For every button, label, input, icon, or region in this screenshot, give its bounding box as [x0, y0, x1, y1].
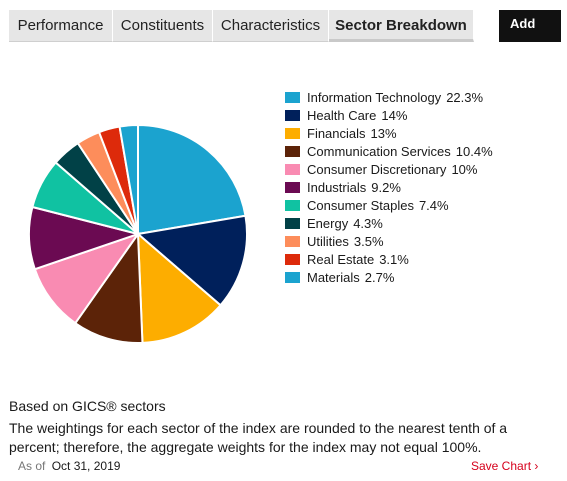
legend-label: Industrials [307, 179, 367, 195]
legend-value: 3.5% [353, 233, 384, 249]
legend-item-health-care[interactable]: Health Care 14% [285, 106, 493, 124]
legend-swatch [285, 127, 300, 139]
legend-value: 10.4% [455, 143, 493, 159]
legend-label: Consumer Staples [307, 197, 414, 213]
legend-swatch [285, 145, 300, 157]
legend-item-materials[interactable]: Materials 2.7% [285, 268, 493, 286]
tab-characteristics[interactable]: Characteristics [213, 10, 329, 42]
legend-value: 10% [451, 161, 478, 177]
legend-swatch [285, 163, 300, 175]
pie-slice-information-technology[interactable] [137, 123, 247, 236]
tab-constituents[interactable]: Constituents [113, 10, 213, 42]
pie-slice-materials[interactable] [118, 123, 139, 235]
legend-item-energy[interactable]: Energy 4.3% [285, 214, 493, 232]
legend-value: 4.3% [353, 215, 383, 231]
legend-value: 14% [381, 107, 408, 123]
pie-slice-financials[interactable] [136, 231, 222, 344]
legend-swatch [285, 91, 300, 103]
legend-item-real-estate[interactable]: Real Estate 3.1% [285, 250, 493, 268]
legend-value: 13% [370, 125, 397, 141]
legend-label: Consumer Discretionary [307, 161, 447, 177]
legend-swatch [285, 217, 300, 229]
legend-value: 7.4% [418, 197, 449, 213]
legend-label: Information Technology [307, 89, 442, 105]
tab-bar: Performance Constituents Characteristics… [9, 10, 474, 42]
legend-swatch [285, 235, 300, 247]
chart-legend: Information Technology 22.3% Health Care 14… [285, 88, 493, 286]
legend-value: 3.1% [379, 251, 409, 267]
tab-performance[interactable]: Performance [9, 10, 113, 42]
legend-item-information-technology[interactable]: Information Technology 22.3% [285, 88, 493, 106]
legend-value: 2.7% [364, 269, 395, 285]
legend-item-utilities[interactable]: Utilities 3.5% [285, 232, 493, 250]
as-of-value: Oct 31, 2019 [51, 459, 121, 473]
legend-swatch [285, 253, 300, 265]
legend-value: 9.2% [371, 179, 401, 195]
tab-sector-breakdown[interactable]: Sector Breakdown [329, 10, 474, 42]
legend-label: Financials [307, 125, 366, 141]
save-chart-link[interactable]: Save Chart › [471, 459, 539, 473]
legend-label: Real Estate [307, 251, 375, 267]
legend-item-communication-services[interactable]: Communication Services 10.4% [285, 142, 493, 160]
legend-item-industrials[interactable]: Industrials 9.2% [285, 178, 493, 196]
as-of-date: As of Oct 31, 2019 [18, 459, 120, 473]
legend-item-consumer-discretionary[interactable]: Consumer Discretionary 10% [285, 160, 493, 178]
add-button[interactable]: Add [499, 10, 561, 42]
sector-pie-chart [28, 123, 248, 344]
legend-swatch [285, 109, 300, 121]
legend-item-consumer-staples[interactable]: Consumer Staples 7.4% [285, 196, 493, 214]
pie-slice-communication-services[interactable] [73, 231, 144, 344]
as-of-label: As of [18, 459, 46, 473]
legend-label: Utilities [307, 233, 349, 249]
rounding-note: The weightings for each sector of the in… [9, 420, 508, 455]
legend-swatch [285, 271, 300, 283]
legend-label: Energy [307, 215, 349, 231]
legend-swatch [285, 199, 300, 211]
legend-item-financials[interactable]: Financials 13% [285, 124, 493, 142]
legend-value: 22.3% [446, 89, 484, 105]
legend-swatch [285, 181, 300, 193]
legend-label: Materials [307, 269, 360, 285]
pie-slice-health-care[interactable] [135, 214, 248, 307]
legend-label: Health Care [307, 107, 377, 123]
legend-label: Communication Services [307, 143, 451, 159]
gics-basis-text: Based on GICS® sectors [9, 398, 166, 414]
